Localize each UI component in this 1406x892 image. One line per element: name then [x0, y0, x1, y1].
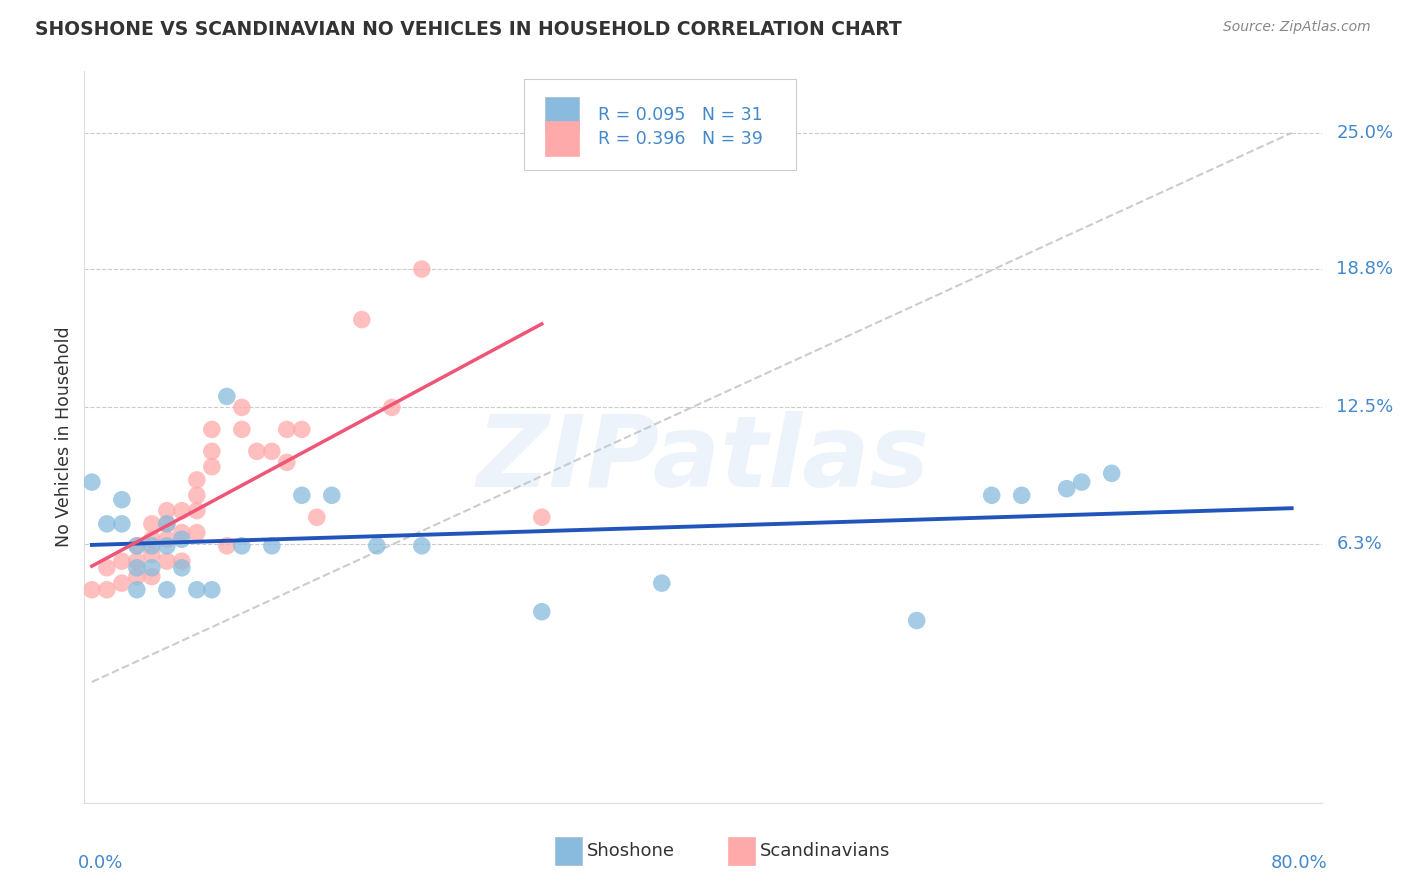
Point: [350, 312, 373, 326]
Point: [111, 576, 134, 591]
Point: [651, 576, 673, 591]
Point: [201, 459, 224, 474]
Bar: [728, 838, 755, 865]
Point: [125, 539, 148, 553]
Bar: [554, 838, 582, 865]
Point: [201, 444, 224, 458]
Point: [170, 503, 193, 517]
Point: [141, 533, 163, 547]
Point: [366, 539, 388, 553]
Text: 25.0%: 25.0%: [1337, 124, 1393, 142]
Point: [186, 488, 208, 502]
Point: [291, 422, 314, 436]
Point: [141, 516, 163, 531]
Point: [111, 516, 134, 531]
Point: [1101, 467, 1123, 481]
Point: [141, 539, 163, 553]
Point: [156, 554, 179, 568]
Point: [530, 605, 553, 619]
Point: [276, 455, 298, 469]
Point: [186, 503, 208, 517]
Point: [276, 422, 298, 436]
Point: [260, 444, 283, 458]
Point: [156, 503, 179, 517]
Text: 80.0%: 80.0%: [1271, 854, 1327, 872]
Point: [530, 510, 553, 524]
Point: [291, 488, 314, 502]
Point: [156, 539, 179, 553]
Point: [231, 422, 253, 436]
Point: [186, 473, 208, 487]
Point: [411, 262, 433, 277]
Point: [111, 492, 134, 507]
Point: [96, 516, 118, 531]
Bar: [544, 97, 579, 132]
Point: [170, 525, 193, 540]
Point: [201, 422, 224, 436]
Point: [125, 582, 148, 597]
Text: R = 0.095   N = 31: R = 0.095 N = 31: [598, 105, 762, 123]
Text: Shoshone: Shoshone: [586, 842, 675, 860]
Point: [321, 488, 343, 502]
Point: [260, 539, 283, 553]
Point: [231, 539, 253, 553]
Point: [1056, 482, 1078, 496]
Bar: [544, 121, 579, 156]
Point: [186, 582, 208, 597]
Point: [215, 389, 238, 403]
Text: 12.5%: 12.5%: [1337, 399, 1393, 417]
Text: Scandinavians: Scandinavians: [759, 842, 890, 860]
Point: [125, 561, 148, 575]
Point: [231, 401, 253, 415]
Point: [905, 614, 928, 628]
Text: 6.3%: 6.3%: [1337, 534, 1382, 553]
Point: [96, 561, 118, 575]
Point: [170, 533, 193, 547]
Point: [980, 488, 1002, 502]
Point: [111, 554, 134, 568]
Point: [141, 569, 163, 583]
Point: [156, 582, 179, 597]
Point: [170, 554, 193, 568]
Point: [125, 569, 148, 583]
Point: [156, 516, 179, 531]
Point: [141, 548, 163, 562]
Point: [215, 539, 238, 553]
Point: [186, 525, 208, 540]
Text: 0.0%: 0.0%: [79, 854, 124, 872]
Point: [125, 539, 148, 553]
Point: [125, 554, 148, 568]
Point: [1070, 475, 1092, 489]
Point: [156, 516, 179, 531]
Text: 18.8%: 18.8%: [1337, 260, 1393, 278]
Text: R = 0.396   N = 39: R = 0.396 N = 39: [598, 129, 762, 148]
Point: [80, 582, 103, 597]
Point: [1011, 488, 1033, 502]
Text: ZIPatlas: ZIPatlas: [477, 410, 929, 508]
Point: [305, 510, 328, 524]
Point: [156, 533, 179, 547]
Point: [246, 444, 269, 458]
Point: [141, 561, 163, 575]
FancyBboxPatch shape: [523, 78, 796, 170]
Point: [80, 475, 103, 489]
Text: SHOSHONE VS SCANDINAVIAN NO VEHICLES IN HOUSEHOLD CORRELATION CHART: SHOSHONE VS SCANDINAVIAN NO VEHICLES IN …: [35, 20, 901, 38]
Point: [170, 561, 193, 575]
Point: [381, 401, 404, 415]
Point: [201, 582, 224, 597]
Y-axis label: No Vehicles in Household: No Vehicles in Household: [55, 326, 73, 548]
Point: [411, 539, 433, 553]
Point: [96, 582, 118, 597]
Text: Source: ZipAtlas.com: Source: ZipAtlas.com: [1223, 20, 1371, 34]
